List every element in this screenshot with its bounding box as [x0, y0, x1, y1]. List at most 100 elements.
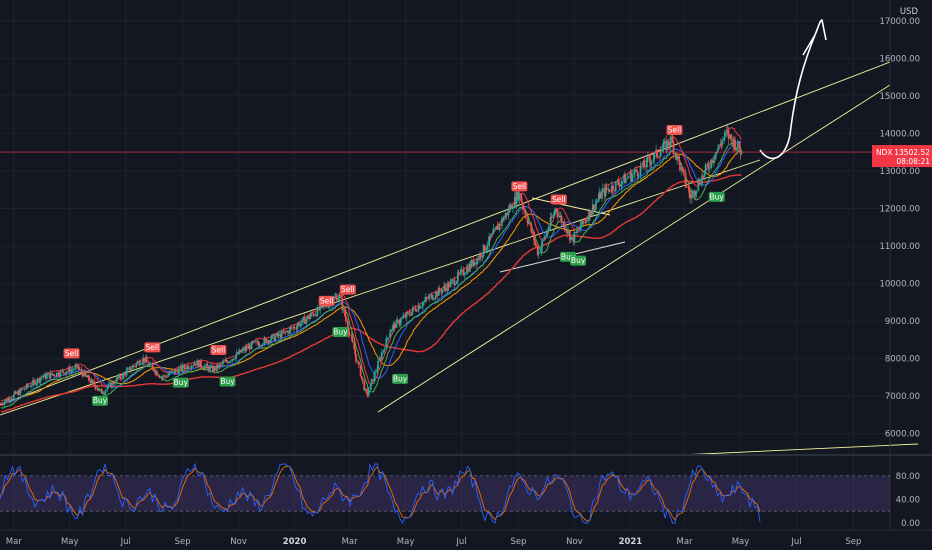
candle-body[interactable]	[558, 216, 561, 218]
candle-body[interactable]	[106, 387, 109, 390]
candle-body[interactable]	[597, 199, 600, 202]
candle-body[interactable]	[610, 191, 613, 193]
candle-body[interactable]	[135, 363, 138, 367]
candle-body[interactable]	[483, 244, 486, 251]
candle-body[interactable]	[226, 361, 229, 364]
candle-body[interactable]	[292, 326, 295, 329]
candle-body[interactable]	[219, 364, 222, 365]
candle-body[interactable]	[434, 297, 436, 300]
candle-body[interactable]	[462, 269, 465, 276]
candle-body[interactable]	[703, 170, 706, 177]
candle-body[interactable]	[4, 399, 7, 402]
candle-body[interactable]	[193, 363, 196, 366]
candle-body[interactable]	[286, 331, 289, 332]
candle-body[interactable]	[706, 164, 709, 166]
candle-body[interactable]	[282, 331, 285, 333]
candle-body[interactable]	[437, 287, 440, 296]
candle-body[interactable]	[7, 398, 10, 402]
candle-body[interactable]	[466, 267, 468, 274]
candle-body[interactable]	[549, 217, 552, 227]
candle-body[interactable]	[183, 365, 186, 368]
candle-body[interactable]	[414, 308, 417, 311]
candle-body[interactable]	[175, 369, 178, 371]
candle-body[interactable]	[379, 358, 382, 360]
candle-body[interactable]	[338, 294, 341, 298]
candle-body[interactable]	[552, 214, 555, 218]
candle-body[interactable]	[655, 149, 658, 153]
candle-body[interactable]	[237, 352, 240, 354]
candle-body[interactable]	[273, 334, 276, 341]
candle-body[interactable]	[295, 328, 298, 330]
candle-body[interactable]	[599, 192, 602, 199]
candle-body[interactable]	[334, 297, 336, 298]
candle-body[interactable]	[640, 166, 643, 168]
candle-body[interactable]	[129, 367, 132, 371]
candle-body[interactable]	[6, 399, 9, 402]
candle-body[interactable]	[58, 375, 61, 377]
candle-body[interactable]	[125, 370, 128, 376]
candle-body[interactable]	[200, 366, 203, 369]
candle-body[interactable]	[299, 323, 301, 326]
candle-body[interactable]	[188, 367, 190, 369]
candle-body[interactable]	[123, 373, 126, 376]
candle-body[interactable]	[152, 366, 155, 371]
candle-body[interactable]	[382, 350, 385, 353]
candle-body[interactable]	[633, 172, 635, 175]
candle-body[interactable]	[533, 231, 535, 241]
candle-body[interactable]	[228, 361, 231, 364]
candle-body[interactable]	[94, 385, 97, 390]
candle-body[interactable]	[290, 327, 293, 329]
candle-body[interactable]	[210, 365, 212, 367]
candle-body[interactable]	[491, 232, 494, 235]
candle-body[interactable]	[269, 339, 272, 344]
candle-body[interactable]	[554, 208, 557, 213]
candle-body[interactable]	[280, 331, 283, 339]
candle-body[interactable]	[239, 350, 242, 353]
candle-body[interactable]	[649, 161, 652, 165]
candle-body[interactable]	[205, 363, 208, 366]
candle-body[interactable]	[245, 346, 248, 349]
candle-body[interactable]	[419, 306, 422, 309]
candle-body[interactable]	[173, 370, 176, 374]
candle-body[interactable]	[231, 359, 234, 362]
candle-body[interactable]	[735, 148, 738, 151]
candle-body[interactable]	[279, 333, 282, 339]
candle-body[interactable]	[87, 375, 89, 378]
candle-body[interactable]	[563, 221, 566, 230]
candle-body[interactable]	[309, 316, 312, 320]
candle-body[interactable]	[701, 175, 703, 185]
candle-body[interactable]	[297, 323, 300, 326]
candle-body[interactable]	[578, 230, 580, 232]
candle-body[interactable]	[553, 212, 556, 215]
candle-body[interactable]	[648, 157, 651, 162]
candle-body[interactable]	[190, 365, 193, 368]
candle-body[interactable]	[657, 156, 659, 158]
candle-body[interactable]	[14, 391, 17, 394]
candle-body[interactable]	[544, 236, 546, 238]
candle-body[interactable]	[78, 368, 80, 370]
candle-body[interactable]	[684, 172, 687, 185]
candle-body[interactable]	[242, 348, 245, 351]
candle-body[interactable]	[674, 153, 677, 155]
candle-body[interactable]	[27, 386, 30, 387]
candle-body[interactable]	[49, 372, 52, 379]
candle-body[interactable]	[373, 373, 376, 382]
candle-body[interactable]	[537, 251, 540, 255]
candle-body[interactable]	[238, 350, 241, 354]
candle-body[interactable]	[473, 262, 476, 266]
candle-body[interactable]	[584, 222, 587, 223]
candle-body[interactable]	[432, 299, 435, 300]
candle-body[interactable]	[688, 187, 691, 193]
candle-body[interactable]	[40, 377, 43, 379]
candle-body[interactable]	[138, 361, 141, 366]
candle-body[interactable]	[48, 373, 51, 379]
candle-body[interactable]	[202, 368, 205, 369]
candle-body[interactable]	[534, 243, 537, 247]
candle-body[interactable]	[729, 134, 732, 139]
candle-body[interactable]	[147, 362, 150, 366]
candle-body[interactable]	[468, 263, 471, 272]
candle-body[interactable]	[119, 375, 122, 379]
candle-body[interactable]	[385, 338, 388, 350]
candle-body[interactable]	[401, 317, 404, 319]
candle-body[interactable]	[472, 259, 475, 266]
